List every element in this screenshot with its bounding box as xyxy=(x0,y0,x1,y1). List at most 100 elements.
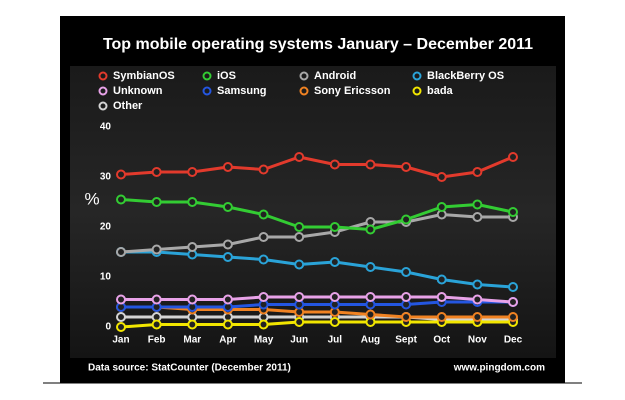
data-point xyxy=(222,162,233,172)
data-point xyxy=(294,232,305,242)
y-tick-label: 30 xyxy=(100,172,112,183)
x-tick-label: Jan xyxy=(112,335,129,346)
data-point xyxy=(222,252,233,262)
y-tick-label: 20 xyxy=(100,222,112,233)
chart-title: Top mobile operating systems January – D… xyxy=(103,36,533,53)
series-line xyxy=(121,250,514,289)
x-tick-label: Feb xyxy=(148,335,166,346)
data-point xyxy=(365,309,376,320)
data-point xyxy=(472,279,483,290)
x-tick-label: Mar xyxy=(183,335,201,346)
data-point xyxy=(151,197,162,207)
data-point xyxy=(151,294,162,305)
y-tick-label: 10 xyxy=(100,272,112,283)
data-point xyxy=(436,274,447,285)
series-line xyxy=(121,305,513,319)
series-line xyxy=(120,213,513,254)
data-point xyxy=(222,294,233,305)
legend-marker xyxy=(98,101,108,111)
legend-marker xyxy=(202,71,212,81)
legend-label: Unknown xyxy=(113,85,163,97)
data-point xyxy=(258,232,269,242)
data-point xyxy=(294,317,305,327)
y-axis-label: % xyxy=(84,189,99,208)
legend-marker xyxy=(299,71,309,81)
data-point xyxy=(222,239,233,250)
data-point xyxy=(151,244,162,255)
data-point xyxy=(508,207,518,217)
x-tick-label: Jul xyxy=(328,335,343,346)
data-point xyxy=(116,294,126,305)
data-point xyxy=(365,262,376,272)
data-point xyxy=(116,169,126,180)
series-line xyxy=(120,320,513,329)
data-point xyxy=(294,152,305,162)
x-tick-label: Sept xyxy=(395,335,417,346)
data-point xyxy=(436,202,447,212)
series-line xyxy=(121,315,513,321)
legend-marker xyxy=(412,86,422,96)
data-point xyxy=(222,202,233,212)
x-tick-label: Dec xyxy=(504,335,523,346)
data-point xyxy=(187,167,198,177)
legend-marker xyxy=(412,71,422,81)
data-point xyxy=(294,259,305,270)
y-tick-label: 40 xyxy=(100,122,112,133)
legend-label: Samsung xyxy=(217,85,267,97)
data-point xyxy=(187,294,198,305)
data-point xyxy=(187,242,198,252)
legend-label: SymbianOS xyxy=(113,70,175,82)
x-tick-label: Oct xyxy=(433,335,450,346)
data-point xyxy=(258,209,269,220)
data-point xyxy=(401,162,412,172)
data-point xyxy=(508,297,518,307)
x-tick-label: Nov xyxy=(468,335,487,346)
data-point xyxy=(436,312,447,322)
series-line xyxy=(120,198,514,231)
data-point xyxy=(436,172,447,182)
data-point xyxy=(472,312,483,322)
legend-label: Other xyxy=(113,100,143,112)
series-line xyxy=(120,155,514,179)
data-point xyxy=(329,222,340,232)
data-point xyxy=(187,197,198,207)
data-point xyxy=(329,317,340,327)
data-point xyxy=(116,194,126,205)
legend-marker xyxy=(202,86,212,96)
legend-marker xyxy=(299,86,309,96)
data-point xyxy=(472,167,483,177)
data-point xyxy=(258,164,269,175)
data-point xyxy=(436,292,447,302)
x-tick-label: Apr xyxy=(219,335,236,346)
series-line xyxy=(121,300,513,309)
data-point xyxy=(329,257,340,267)
data-point xyxy=(116,312,126,322)
legend-label: BlackBerry OS xyxy=(427,70,504,82)
data-point xyxy=(365,292,376,302)
data-point xyxy=(365,224,376,235)
legend-label: bada xyxy=(427,85,454,97)
data-point xyxy=(258,319,269,330)
data-point xyxy=(508,152,518,162)
data-point xyxy=(151,319,162,330)
data-point xyxy=(116,322,126,332)
data-point xyxy=(401,312,412,322)
credit: www.pingdom.com xyxy=(453,363,545,374)
data-point xyxy=(294,292,305,302)
source-note: Data source: StatCounter (December 2011) xyxy=(88,363,291,374)
series-line xyxy=(121,295,514,304)
panel xyxy=(70,66,556,358)
legend-label: Sony Ericsson xyxy=(314,85,391,97)
data-point xyxy=(508,312,518,322)
x-tick-label: Jun xyxy=(290,335,308,346)
x-tick-label: May xyxy=(254,335,274,346)
data-point xyxy=(329,292,340,302)
data-point xyxy=(401,214,412,225)
data-point xyxy=(365,159,376,170)
data-point xyxy=(258,254,269,265)
data-point xyxy=(222,319,233,330)
data-point xyxy=(294,222,305,232)
data-point xyxy=(116,247,126,257)
